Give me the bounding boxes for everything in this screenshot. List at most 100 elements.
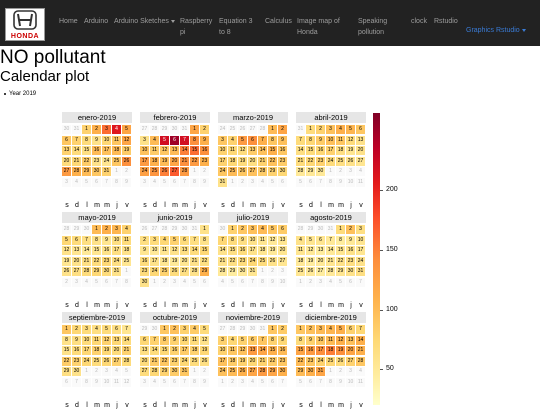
padding-day-cell: 29 — [72, 225, 81, 234]
day-cell: 17 — [150, 256, 159, 266]
day-cell: 23 — [92, 156, 101, 166]
weekday-label: s — [299, 202, 303, 209]
weekday-label: s — [221, 202, 225, 209]
padding-day-cell: 4 — [82, 277, 91, 287]
nav-clock[interactable]: clock — [411, 18, 427, 25]
day-cell: 16 — [170, 346, 179, 355]
weekday-label: l — [320, 402, 322, 409]
day-cell: 24 — [218, 367, 227, 376]
day-cell: 27 — [248, 367, 257, 376]
calendar-plot: enero-2019 30 31 1 2 3 4 5 6 7 8 9 10 11 12 13 14 15 16 17 1… — [62, 112, 422, 409]
day-cell: 2 — [238, 225, 247, 234]
padding-day-cell: 6 — [92, 177, 101, 187]
padding-day-cell: 8 — [326, 177, 335, 187]
day-cell: 24 — [112, 256, 121, 266]
weekday-label: m — [328, 302, 334, 309]
nav-home[interactable]: Home — [59, 18, 78, 25]
weekday-label: m — [250, 302, 256, 309]
day-cell: 19 — [160, 156, 169, 166]
weekday-label: l — [86, 202, 88, 209]
nav-rstudio[interactable]: Rstudio — [434, 18, 458, 25]
nav-image-map[interactable]: Image map of Honda — [297, 18, 340, 36]
weekday-label: s — [299, 302, 303, 309]
day-cell: 9 — [170, 335, 179, 345]
day-cell: 9 — [278, 135, 287, 145]
nav-raspberry-pi[interactable]: Raspberry pi — [180, 18, 213, 36]
padding-day-cell: 7 — [112, 277, 121, 287]
padding-day-cell: 1 — [218, 377, 227, 387]
nav-calculus[interactable]: Calculus — [265, 18, 292, 25]
padding-day-cell: 6 — [268, 377, 277, 387]
day-cell: 4 — [228, 335, 237, 345]
day-cell: 11 — [228, 146, 237, 155]
day-cell: 27 — [248, 167, 257, 176]
nav-graphics-rstudio[interactable]: Graphics Rstudio — [466, 25, 526, 36]
day-cell: 26 — [336, 356, 345, 366]
padding-day-cell: 11 — [356, 177, 365, 187]
day-cell: 27 — [356, 156, 365, 166]
day-cell: 3 — [218, 335, 227, 345]
day-cell: 2 — [140, 235, 149, 245]
padding-day-cell: 28 — [296, 225, 305, 234]
day-cell: 22 — [336, 256, 345, 266]
day-cell: 15 — [190, 146, 199, 155]
day-cell: 17 — [316, 346, 325, 355]
day-cell: 16 — [346, 246, 355, 255]
day-cell: 4 — [150, 135, 159, 145]
day-cell: 27 — [170, 167, 179, 176]
day-cell: 23 — [278, 156, 287, 166]
day-cell: 31 — [218, 177, 227, 187]
day-cell: 18 — [228, 156, 237, 166]
weekday-label: j — [350, 402, 352, 409]
day-cell: 22 — [296, 356, 305, 366]
padding-day-cell: 1 — [190, 167, 199, 176]
day-cell: 13 — [346, 335, 355, 345]
weekday-label: l — [86, 302, 88, 309]
month-title: noviembre-2019 — [218, 312, 288, 323]
padding-day-cell: 26 — [140, 225, 149, 234]
day-cell: 15 — [268, 346, 277, 355]
weekday-label: m — [250, 402, 256, 409]
day-cell: 1 — [228, 225, 237, 234]
day-cell: 26 — [102, 356, 111, 366]
day-cell: 18 — [336, 146, 345, 155]
nav-speaking-pollution[interactable]: Speaking pollution — [358, 18, 388, 36]
nav-arduino-sketches[interactable]: Arduino Sketches — [114, 16, 175, 27]
day-cell: 5 — [306, 235, 315, 245]
padding-day-cell: 9 — [122, 177, 131, 187]
weekday-label: j — [350, 302, 352, 309]
year-bullet: Year 2019 — [3, 91, 37, 97]
padding-day-cell: 4 — [356, 367, 365, 376]
day-cell: 17 — [82, 346, 91, 355]
padding-day-cell: 6 — [62, 377, 71, 387]
day-cell: 4 — [122, 225, 131, 234]
day-cell: 10 — [326, 135, 335, 145]
nav-arduino[interactable]: Arduino — [84, 18, 109, 25]
weekday-label: v — [203, 302, 207, 309]
padding-day-cell: 1 — [326, 167, 335, 176]
day-cell: 2 — [102, 225, 111, 234]
padding-day-cell: 2 — [200, 367, 209, 376]
weekday-label: m — [250, 202, 256, 209]
day-cell: 14 — [326, 246, 335, 255]
day-cell: 30 — [170, 367, 179, 376]
day-cell: 19 — [102, 346, 111, 355]
month-panel: febrero-2019 27 28 29 30 31 1 2 3 4 5 6 7 8 9 10 11 12 13 1… — [140, 112, 210, 212]
day-cell: 6 — [278, 225, 287, 234]
day-cell: 19 — [336, 346, 345, 355]
padding-day-cell: 1 — [228, 177, 237, 187]
day-cell: 6 — [112, 325, 121, 334]
day-cell: 3 — [82, 325, 91, 334]
padding-day-cell: 24 — [218, 125, 227, 134]
day-cell: 8 — [228, 235, 237, 245]
nav-equation[interactable]: Equation 3 to 8 — [219, 18, 253, 36]
weekday-label: m — [104, 402, 110, 409]
day-cell: 29 — [200, 267, 209, 276]
padding-day-cell: 5 — [268, 177, 277, 187]
day-cell: 11 — [258, 235, 267, 245]
day-cell: 19 — [122, 146, 131, 155]
honda-logo[interactable]: HONDA — [5, 8, 45, 41]
day-cell: 26 — [160, 167, 169, 176]
padding-day-cell: 9 — [336, 377, 345, 387]
